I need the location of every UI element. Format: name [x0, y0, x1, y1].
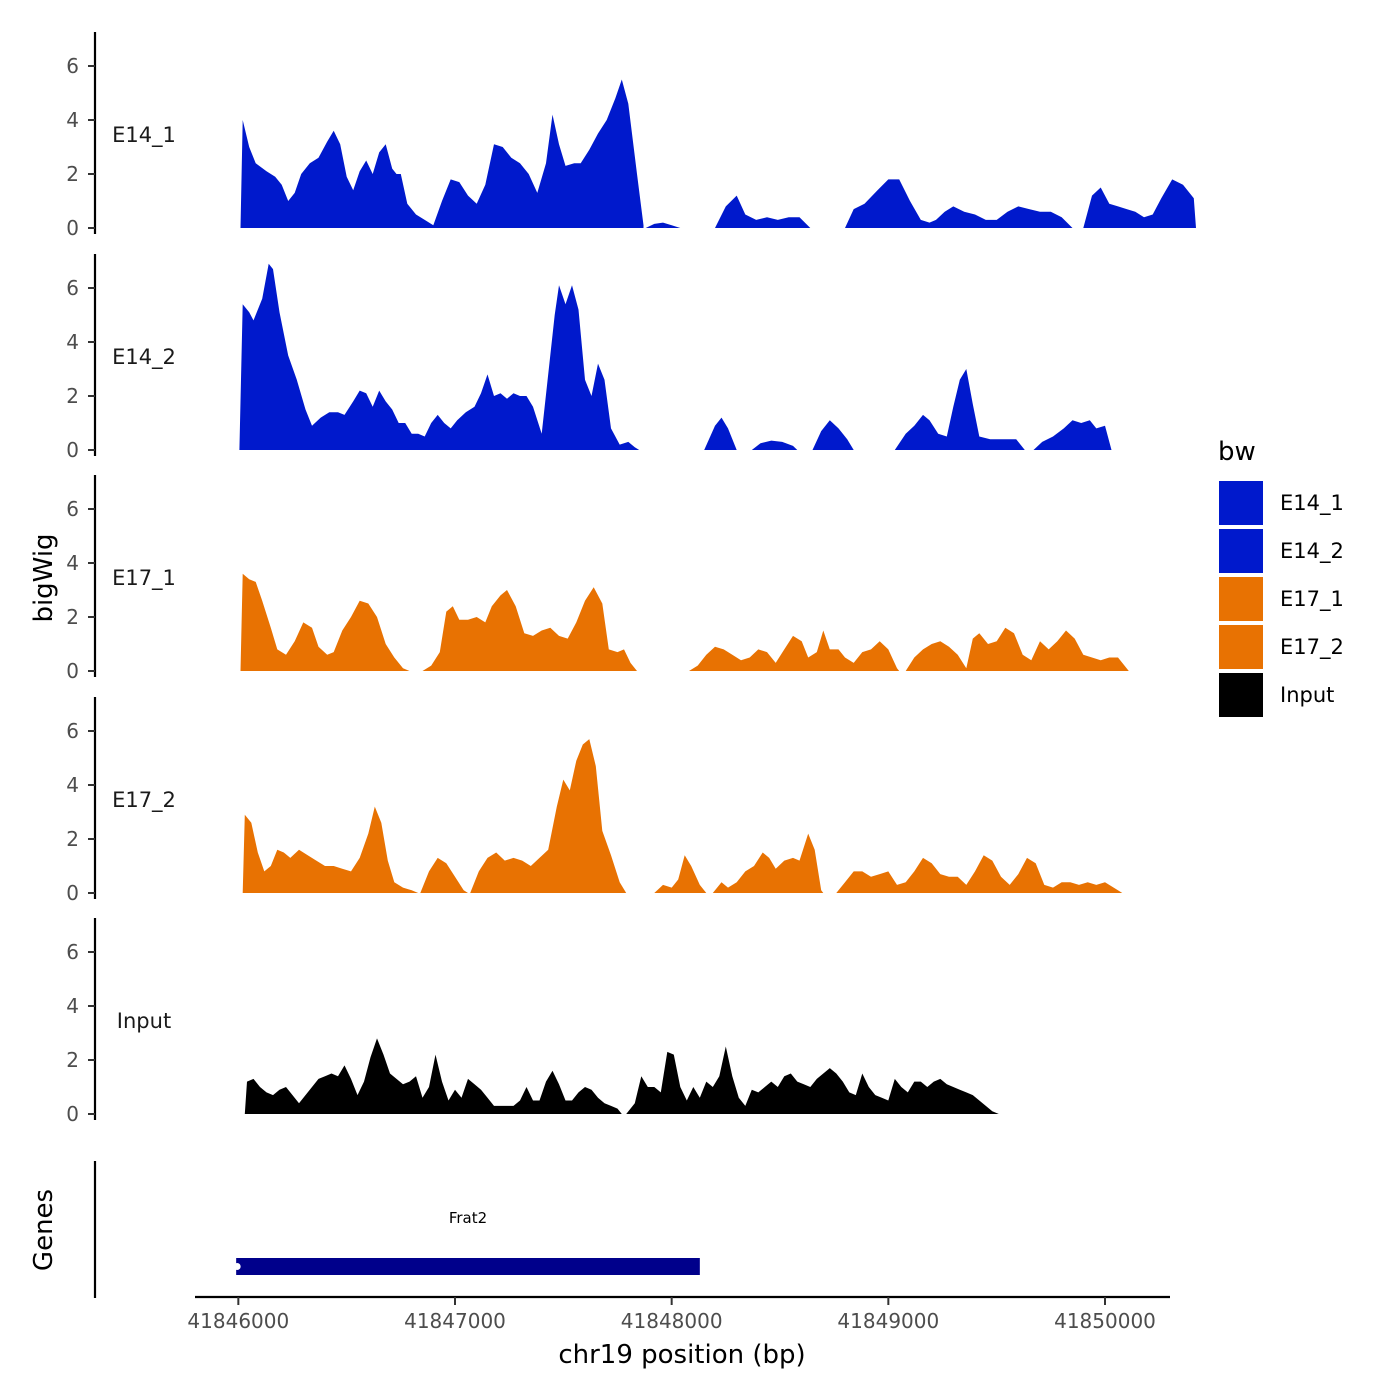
legend-label-E17_1: E17_1 — [1280, 587, 1344, 612]
legend-swatch-Input — [1217, 671, 1265, 719]
legend-swatch-E14_1 — [1217, 479, 1265, 527]
area-E17_1-segment-0 — [240, 573, 410, 671]
track-label-E17_1: E17_1 — [112, 566, 176, 591]
tracks-layer: 0 2 4 6 E14_1 0 2 4 6 E14_2 0 2 4 6 E17_1 0 2 4 6 E17_2 0 2 4 6… — [66, 32, 1196, 1126]
area-E17_2-segment-5 — [836, 855, 1123, 893]
y-tick-label: 0 — [66, 216, 79, 240]
area-E17_1-segment-3 — [905, 627, 1129, 671]
x-tick-label: 41849000 — [837, 1309, 939, 1333]
x-axis-title: chr19 position (bp) — [558, 1340, 805, 1370]
y-tick-label: 6 — [66, 497, 79, 521]
y-tick-label: 2 — [66, 162, 79, 186]
y-tick-label: 2 — [66, 1048, 79, 1072]
track-label-E14_2: E14_2 — [112, 345, 176, 370]
legend: bw E14_1 E14_2 E17_1 E17_2 Input — [1217, 437, 1344, 719]
area-E14_2-segment-0 — [239, 263, 640, 450]
x-axis: 41846000 41847000 41848000 41849000 41850000 — [187, 1295, 1170, 1333]
area-Input-segment-1 — [626, 1046, 999, 1114]
y-tick-label: 2 — [66, 384, 79, 408]
area-E17_2-segment-0 — [242, 806, 419, 893]
legend-label-E14_1: E14_1 — [1280, 491, 1344, 516]
genes-layer: Frat2 — [93, 1161, 700, 1298]
y-tick-label: 6 — [66, 940, 79, 964]
legend-swatch-E17_2 — [1217, 623, 1265, 671]
area-Input-segment-0 — [244, 1038, 622, 1114]
legend-label-E17_2: E17_2 — [1280, 635, 1344, 660]
y-tick-label: 4 — [66, 773, 79, 797]
area-E14_2-segment-4 — [894, 369, 1025, 450]
y-tick-label: 6 — [66, 276, 79, 300]
legend-swatch-E14_2 — [1217, 527, 1265, 575]
track-E17_1: 0 2 4 6 E17_1 — [66, 475, 1129, 683]
area-E17_2-segment-4 — [712, 833, 824, 893]
area-E14_2-segment-3 — [812, 420, 854, 450]
area-E14_1-segment-3 — [845, 179, 1073, 228]
x-tick-label: 41850000 — [1054, 1309, 1156, 1333]
y-tick-label: 0 — [66, 881, 79, 905]
track-E14_2: 0 2 4 6 E14_2 — [66, 254, 1112, 462]
area-E14_1-segment-1 — [645, 222, 681, 228]
x-tick-label: 41848000 — [621, 1309, 723, 1333]
area-E14_1-segment-2 — [715, 195, 811, 228]
track-label-E17_2: E17_2 — [112, 788, 176, 813]
legend-label-E14_2: E14_2 — [1280, 539, 1344, 564]
track-E14_1: 0 2 4 6 E14_1 — [66, 32, 1196, 240]
y-tick-label: 0 — [66, 1102, 79, 1126]
legend-swatch-E17_1 — [1217, 575, 1265, 623]
y-tick-label: 2 — [66, 605, 79, 629]
y-axis-title: bigWig — [29, 533, 59, 622]
gene-label: Frat2 — [449, 1209, 487, 1227]
x-tick-label: 41847000 — [404, 1309, 506, 1333]
y-tick-label: 0 — [66, 659, 79, 683]
area-E14_2-segment-2 — [751, 440, 798, 450]
area-E17_1-segment-1 — [422, 587, 637, 671]
track-Input: 0 2 4 6 Input — [66, 918, 999, 1126]
track-E17_2: 0 2 4 6 E17_2 — [66, 697, 1123, 905]
y-tick-label: 4 — [66, 994, 79, 1018]
area-E17_2-segment-3 — [654, 855, 707, 893]
gene-Frat2: Frat2 — [233, 1209, 700, 1275]
area-E17_2-segment-1 — [420, 857, 468, 893]
genes-axis-title: Genes — [29, 1189, 59, 1271]
track-label-E14_1: E14_1 — [112, 123, 176, 148]
legend-title: bw — [1218, 437, 1256, 467]
gene-body — [236, 1258, 700, 1275]
area-E14_1-segment-0 — [240, 79, 644, 228]
legend-label-Input: Input — [1280, 683, 1334, 707]
y-tick-label: 6 — [66, 719, 79, 743]
area-E14_1-segment-4 — [1083, 179, 1196, 228]
x-tick-label: 41846000 — [187, 1309, 289, 1333]
area-E14_2-segment-1 — [704, 417, 737, 450]
y-tick-label: 4 — [66, 108, 79, 132]
y-tick-label: 4 — [66, 330, 79, 354]
y-tick-label: 2 — [66, 827, 79, 851]
area-E17_2-segment-2 — [470, 739, 627, 893]
gene-tss-marker — [233, 1263, 241, 1270]
y-tick-label: 0 — [66, 438, 79, 462]
track-label-Input: Input — [117, 1009, 171, 1033]
y-tick-label: 4 — [66, 551, 79, 575]
area-E17_1-segment-2 — [689, 630, 900, 671]
y-tick-label: 6 — [66, 54, 79, 78]
area-E14_2-segment-5 — [1033, 420, 1112, 450]
